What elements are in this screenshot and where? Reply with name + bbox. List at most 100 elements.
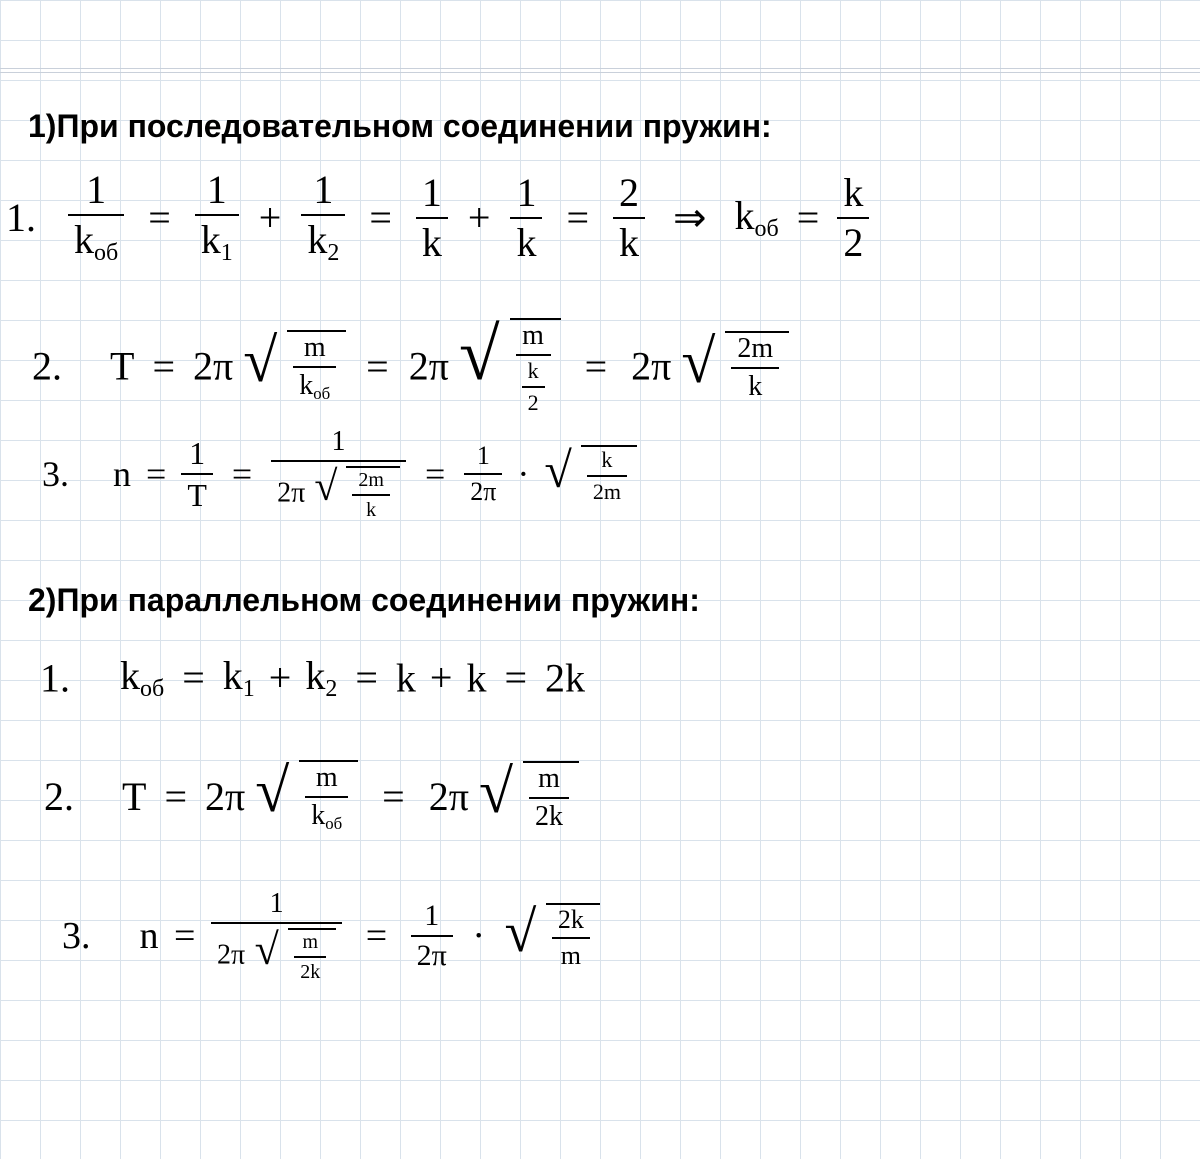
- two-pi: 2π: [205, 774, 245, 819]
- denom: k: [416, 217, 448, 263]
- s2-line-1: 1. kоб = k1 + k2 = k + k = 2k: [40, 650, 585, 703]
- numer: 1: [68, 170, 124, 214]
- section-1-title: 1)При последовательном соединении пружин…: [28, 108, 772, 145]
- sqrt: √ k 2m: [544, 445, 637, 503]
- equals-sign: =: [368, 773, 419, 820]
- numer: m: [516, 322, 551, 354]
- denom: 2m: [587, 475, 627, 503]
- sqrt: √ 2k m: [504, 903, 599, 969]
- numer: m: [305, 764, 348, 796]
- plus-sign: +: [458, 194, 501, 241]
- denom: k: [352, 494, 390, 520]
- numer: k: [837, 173, 869, 217]
- line-number: 1.: [40, 655, 70, 700]
- two-pi: 2π: [631, 344, 671, 389]
- two-pi: 2π: [217, 940, 245, 971]
- numer: m: [529, 765, 569, 797]
- divider: [0, 72, 1200, 73]
- equals-sign: =: [144, 343, 183, 390]
- line-number: 2.: [44, 774, 74, 819]
- numer: 2: [613, 173, 645, 217]
- term: k1: [223, 653, 255, 698]
- fraction: 1 k: [416, 173, 448, 263]
- var-T: T: [110, 344, 134, 389]
- equals-sign: =: [347, 654, 386, 701]
- equals-sign: =: [356, 343, 399, 390]
- term: 2k: [545, 655, 585, 700]
- plus-sign: +: [265, 654, 296, 701]
- numer: 1: [416, 173, 448, 217]
- equals-sign: =: [168, 914, 201, 958]
- numer: 1: [271, 428, 406, 460]
- term: k2: [305, 653, 337, 698]
- s1-line-1: 1. 1 kоб = 1 k1 + 1 k2 = 1 k + 1 k = 2 k…: [6, 170, 869, 265]
- fraction: 1 kоб: [68, 170, 124, 265]
- equals-sign: =: [140, 453, 172, 495]
- numer: m: [294, 932, 326, 956]
- numer: k: [522, 360, 545, 386]
- equals-sign: =: [496, 654, 535, 701]
- two-pi: 2π: [193, 344, 233, 389]
- numer: 2m: [352, 470, 390, 494]
- plus-sign: +: [249, 194, 292, 241]
- equals-sign: =: [222, 453, 262, 495]
- s1-line-3: 3. n = 1 T = 1 2π √ 2m k = 1 2π · √: [42, 428, 637, 520]
- numer: 2k: [552, 907, 590, 937]
- k-ob: kоб: [735, 193, 779, 238]
- equals-sign: =: [552, 194, 603, 241]
- sqrt: √ m k 2: [459, 318, 561, 414]
- var-n: n: [140, 915, 159, 957]
- denom: k2: [301, 214, 345, 265]
- denom: 2π √ 2m k: [271, 460, 406, 520]
- equals-sign: =: [789, 194, 828, 241]
- numer: m: [293, 334, 336, 366]
- denom: 2π: [411, 935, 453, 971]
- var-n: n: [113, 454, 131, 494]
- line-number: 3.: [62, 915, 91, 957]
- two-pi: 2π: [277, 477, 305, 508]
- fraction: 2 k: [613, 173, 645, 263]
- divider: [0, 68, 1200, 69]
- numer: 2m: [731, 335, 779, 367]
- dot-operator: ·: [511, 453, 535, 495]
- line-number: 1.: [6, 195, 36, 240]
- sqrt: √ m kоб: [255, 760, 358, 833]
- denom: k: [510, 217, 542, 263]
- fraction: 1 2π √ 2m k: [271, 428, 406, 520]
- denom: 2: [522, 386, 545, 414]
- equals-sign: =: [352, 914, 401, 958]
- term: k: [396, 655, 416, 700]
- denom: k: [731, 367, 779, 401]
- numer: 1: [181, 437, 213, 473]
- sqrt: √ 2m k: [314, 466, 400, 520]
- fraction: 1 2π √ m 2k: [211, 890, 342, 982]
- denom: 2k: [294, 956, 326, 982]
- s2-line-2: 2. T = 2π √ m kоб = 2π √ m 2k: [44, 760, 579, 833]
- dot-operator: ·: [462, 914, 495, 958]
- denom: k1: [195, 214, 239, 265]
- var-T: T: [122, 774, 146, 819]
- sqrt: √ m 2k: [479, 761, 579, 831]
- equals-sign: =: [571, 343, 622, 390]
- fraction: 1 k2: [301, 170, 345, 265]
- s2-line-3: 3. n = 1 2π √ m 2k = 1 2π · √ 2k: [62, 890, 600, 982]
- denom: kоб: [305, 796, 348, 833]
- sqrt: √ m kоб: [243, 330, 346, 403]
- denom: k 2: [516, 354, 551, 414]
- line-number: 3.: [42, 454, 69, 494]
- two-pi: 2π: [429, 774, 469, 819]
- plus-sign: +: [426, 654, 457, 701]
- denom: kоб: [293, 366, 336, 403]
- equals-sign: =: [156, 773, 195, 820]
- denom: T: [181, 473, 213, 511]
- fraction: 1 k1: [195, 170, 239, 265]
- denom: 2k: [529, 797, 569, 831]
- k-ob: kоб: [120, 653, 164, 698]
- fraction: k 2: [837, 173, 869, 263]
- fraction: 1 T: [181, 437, 213, 511]
- line-number: 2.: [32, 344, 62, 389]
- sqrt: √ 2m k: [681, 331, 789, 401]
- fraction: 1 2π: [464, 443, 502, 505]
- numer: 1: [411, 901, 453, 935]
- s1-line-2: 2. T = 2π √ m kоб = 2π √ m k 2: [32, 318, 789, 414]
